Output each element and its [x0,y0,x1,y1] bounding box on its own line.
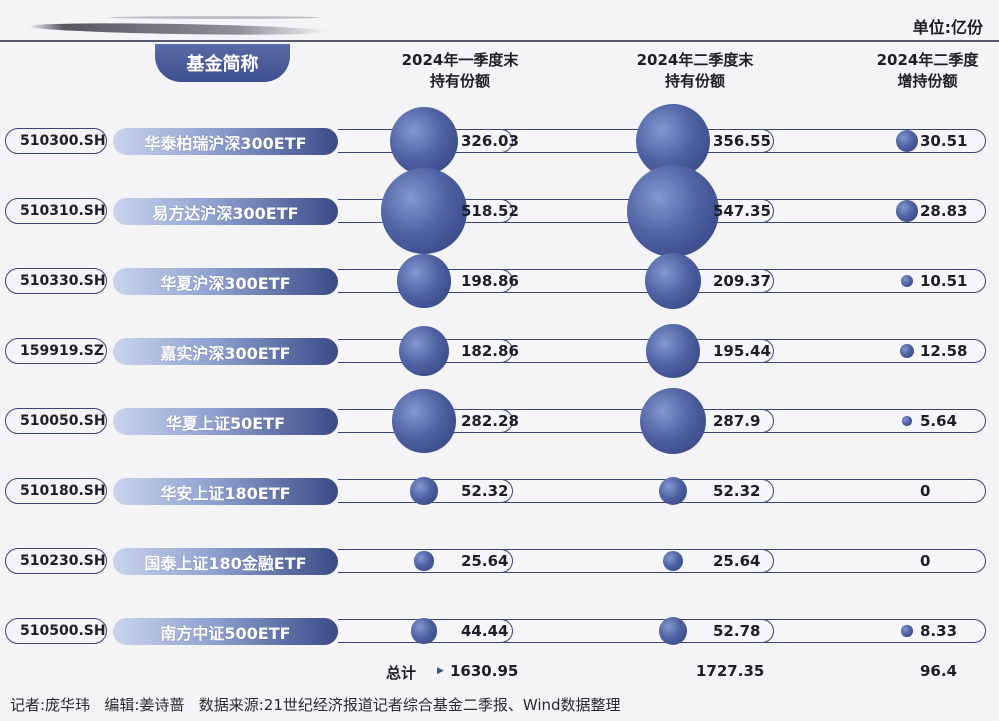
value-bubble-q2 [644,252,702,310]
table-row: 510310.SH 易方达沪深300ETF 518.52 547.35 28.83 [0,165,999,257]
value-label-inc: 8.33 [920,622,958,640]
value-bubble-q1 [390,107,458,175]
value-label-q1: 282.28 [461,412,519,430]
value-label-inc: 28.83 [920,202,968,220]
top-divider [0,40,999,42]
value-bubble-q1 [398,325,450,377]
fund-name: 华夏沪深300ETF [113,268,338,295]
column-header-q2: 2024年二季度末 持有份额 [620,50,770,92]
value-bubble-q2 [663,551,683,571]
value-bubble-q1 [392,389,456,453]
table-row: 510180.SH 华安上证180ETF 52.32 52.32 0 [0,476,999,506]
unit-label: 单位:亿份 [912,18,983,37]
value-bubble-inc [900,274,914,288]
fund-code: 510300.SH [5,128,107,154]
fund-code: 510310.SH [5,198,107,224]
fund-name-header: 基金简称 [155,44,290,82]
column-header-increase-line2: 增持份额 [897,72,958,90]
value-bubble-q1 [381,168,467,254]
value-bubble-inc [899,343,915,359]
column-header-increase-line1: 2024年二季度 [876,51,979,69]
value-bubble-q2 [645,323,701,379]
value-label-inc: 0 [920,552,931,570]
value-label-q1: 25.64 [461,552,509,570]
value-label-q1: 198.86 [461,272,519,290]
decorative-stroke [110,16,320,19]
value-label-q1: 52.32 [461,482,509,500]
decorative-brush-stroke [27,21,329,37]
table-row: 510050.SH 华夏上证50ETF 282.28 287.9 5.64 [0,387,999,455]
fund-name: 南方中证500ETF [113,618,338,645]
value-bubble-q2 [658,476,688,506]
value-label-q1: 182.86 [461,342,519,360]
value-label-q1: 518.52 [461,202,519,220]
column-header-q1: 2024年一季度末 持有份额 [385,50,535,92]
total-q2: 1727.35 [696,662,765,680]
value-bubble-q1 [411,618,437,644]
total-label: 总计 [386,664,417,682]
value-bubble-inc [896,200,918,222]
total-increase: 96.4 [920,662,958,680]
value-label-inc: 5.64 [920,412,958,430]
table-row: 510230.SH 国泰上证180金融ETF 25.64 25.64 0 [0,548,999,576]
column-header-q1-line1: 2024年一季度末 [401,51,519,69]
value-bubble-inc [901,625,913,637]
total-arrow-icon: ▶ [437,666,444,676]
fund-code: 510500.SH [5,618,107,644]
value-bubble-q2 [658,616,688,646]
fund-code: 510050.SH [5,408,107,434]
fund-name: 国泰上证180金融ETF [113,548,338,575]
value-label-inc: 10.51 [920,272,968,290]
value-bubble-q2 [627,165,719,257]
column-header-increase: 2024年二季度 增持份额 [855,50,999,92]
fund-name: 易方达沪深300ETF [113,198,338,225]
fund-name: 华泰柏瑞沪深300ETF [113,128,338,155]
fund-code: 510180.SH [5,478,107,504]
value-bubble-q1 [414,551,434,571]
value-label-q2: 52.32 [713,482,761,500]
column-header-q2-line2: 持有份额 [664,72,725,90]
fund-code: 510230.SH [5,548,107,574]
value-bubble-q1 [410,477,438,505]
value-bubble-q1 [397,254,451,308]
value-label-inc: 0 [920,482,931,500]
value-label-q2: 25.64 [713,552,761,570]
value-label-inc: 30.51 [920,132,968,150]
value-bubble-inc [902,416,912,426]
table-row: 510500.SH 南方中证500ETF 44.44 52.78 8.33 [0,616,999,646]
footer-credits: 记者:庞华玮 编辑:姜诗蔷 数据来源:21世纪经济报道记者综合基金二季报、Win… [10,696,621,714]
table-row: 510300.SH 华泰柏瑞沪深300ETF 326.03 356.55 30.51 [0,103,999,179]
value-label-inc: 12.58 [920,342,968,360]
value-label-q2: 356.55 [713,132,771,150]
table-row: 159919.SZ 嘉实沪深300ETF 182.86 195.44 12.58 [0,323,999,379]
total-q1: 1630.95 [450,662,519,680]
value-label-q2: 209.37 [713,272,771,290]
value-label-q2: 547.35 [713,202,771,220]
fund-code: 510330.SH [5,268,107,294]
column-header-q1-line2: 持有份额 [429,72,490,90]
value-bubble-q2 [639,387,707,455]
value-label-q2: 195.44 [713,342,771,360]
fund-code: 159919.SZ [5,338,107,364]
column-header-q2-line1: 2024年二季度末 [636,51,754,69]
fund-name: 嘉实沪深300ETF [113,338,338,365]
table-row: 510330.SH 华夏沪深300ETF 198.86 209.37 10.51 [0,252,999,310]
value-label-q1: 44.44 [461,622,509,640]
value-bubble-inc [896,130,918,152]
value-label-q2: 287.9 [713,412,761,430]
value-label-q1: 326.03 [461,132,519,150]
value-label-q2: 52.78 [713,622,761,640]
fund-name: 华安上证180ETF [113,478,338,505]
fund-name: 华夏上证50ETF [113,408,338,435]
